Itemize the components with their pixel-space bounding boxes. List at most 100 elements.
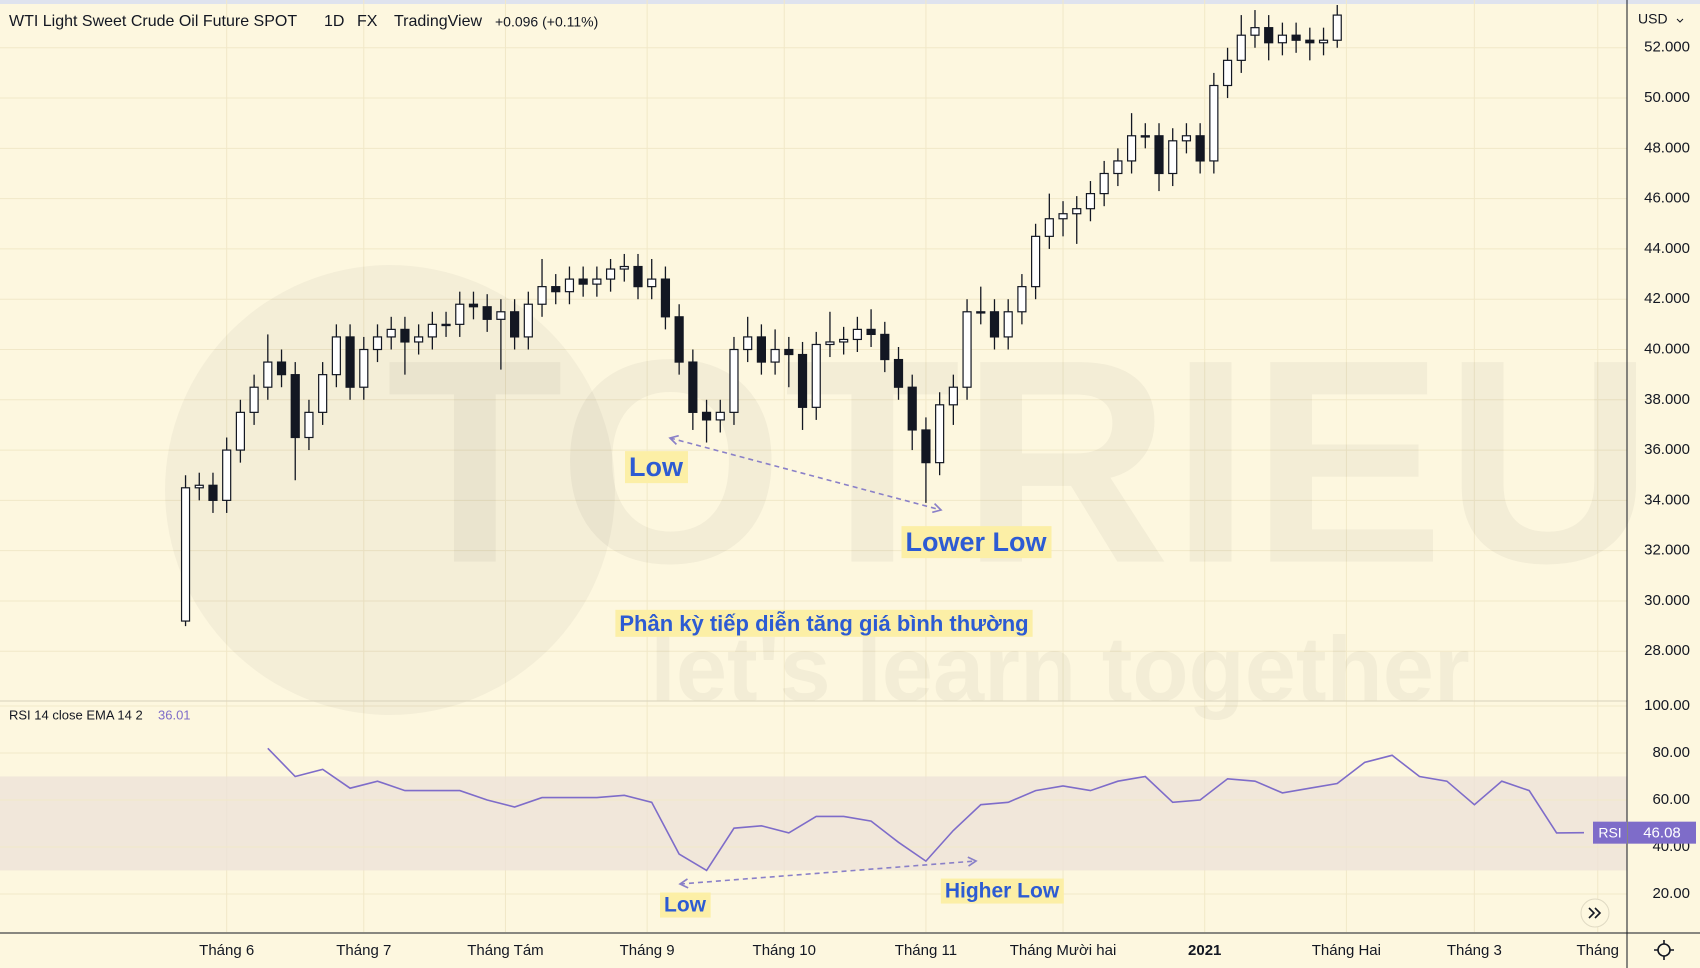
watermark: TOTRIEU let's learn together xyxy=(386,300,1653,721)
y-tick-label: 36.000 xyxy=(1644,441,1690,458)
candle-body xyxy=(688,361,698,413)
scroll-icon[interactable] xyxy=(1588,907,1602,919)
candle-body xyxy=(701,411,712,421)
candle-body xyxy=(948,386,958,406)
candle-body xyxy=(976,311,986,314)
rsi-title: RSI 14 close EMA 14 2 xyxy=(9,707,143,722)
rsi-badge-name: RSI xyxy=(1598,824,1621,840)
candle-body xyxy=(372,336,383,351)
candle-body xyxy=(276,361,287,376)
candle-body xyxy=(1113,160,1123,175)
x-tick-label: Tháng 11 xyxy=(895,942,957,959)
rsi-tick-label: 80.00 xyxy=(1652,744,1690,761)
y-tick-label: 34.000 xyxy=(1644,491,1690,508)
candle-body xyxy=(633,265,643,288)
candle-body xyxy=(647,278,657,288)
candle-body xyxy=(318,374,328,413)
rsi-badge-value: 46.08 xyxy=(1643,825,1681,842)
annotation: Phân kỳ tiếp diễn tăng giá bình thường xyxy=(619,611,1028,636)
settings-button[interactable] xyxy=(1654,940,1674,960)
candle-body xyxy=(592,278,602,285)
candle-body xyxy=(1003,311,1013,338)
candle-body xyxy=(1291,34,1301,41)
candle-body xyxy=(235,411,245,451)
interval: 1D xyxy=(324,13,344,30)
source: TradingView xyxy=(394,13,482,30)
candle-body xyxy=(386,328,396,338)
y-tick-label: 30.000 xyxy=(1644,592,1690,609)
candle-body xyxy=(427,323,437,338)
candle-body xyxy=(1332,14,1342,41)
candle-body xyxy=(935,404,945,464)
candle-body xyxy=(797,353,808,408)
annotation: Low xyxy=(664,894,707,917)
candle-body xyxy=(962,311,972,388)
candle-body xyxy=(1017,286,1027,313)
x-tick-label: Tháng Hai xyxy=(1312,942,1381,959)
candle-body xyxy=(1209,84,1219,162)
rsi-tick-label: 60.00 xyxy=(1652,791,1690,808)
candle-body xyxy=(441,323,451,327)
y-tick-label: 52.000 xyxy=(1644,39,1690,56)
scroll-button[interactable] xyxy=(1580,898,1610,928)
candle-body xyxy=(1195,135,1205,162)
settings-icon-teeth[interactable] xyxy=(1654,940,1674,960)
watermark-title: TOTRIEU xyxy=(386,300,1653,624)
candle-body xyxy=(1277,34,1288,44)
candle-body xyxy=(180,487,191,622)
candle-body xyxy=(839,338,849,343)
candle-body xyxy=(1168,140,1178,175)
candle-body xyxy=(1181,135,1192,142)
candle-body xyxy=(208,484,218,501)
annotation-highlight xyxy=(615,609,1033,637)
candle-body xyxy=(1154,135,1164,175)
candle-body xyxy=(564,278,575,293)
candle-body xyxy=(605,268,616,280)
candle-body xyxy=(1236,34,1246,61)
candle-body xyxy=(523,303,533,338)
candle-body xyxy=(345,336,355,388)
candle-body xyxy=(331,336,341,376)
rsi-divergence-arrow xyxy=(678,856,978,889)
candle-body xyxy=(194,484,204,489)
candle-body xyxy=(578,278,588,285)
x-tick-label: Tháng 6 xyxy=(199,942,254,959)
candle-body xyxy=(1072,208,1082,215)
candle-body xyxy=(1222,59,1233,87)
y-tick-label: 46.000 xyxy=(1644,190,1690,207)
annotation: Low xyxy=(629,452,684,482)
currency[interactable]: USD xyxy=(1638,11,1668,27)
exchange: FX xyxy=(357,13,378,30)
candle-body xyxy=(825,341,835,346)
rsi-badge-value-bg xyxy=(1628,821,1696,844)
candle-body xyxy=(551,286,561,293)
candle-body xyxy=(880,333,890,361)
x-tick-label: Tháng xyxy=(1576,942,1619,959)
candle-body xyxy=(770,348,780,363)
annotation: Lower Low xyxy=(906,527,1048,557)
candle-body xyxy=(222,449,232,501)
candle-body xyxy=(537,286,547,305)
x-tick-label: Tháng Tám xyxy=(467,942,543,959)
y-tick-label: 42.000 xyxy=(1644,290,1690,307)
rsi-tick-label: 100.00 xyxy=(1644,697,1690,714)
y-tick-label: 50.000 xyxy=(1644,89,1690,106)
candle-body xyxy=(1140,135,1150,138)
currency-dropdown[interactable] xyxy=(1676,18,1684,23)
candle-body xyxy=(510,311,520,338)
candle-body xyxy=(290,374,300,439)
x-tick-label: Tháng 7 xyxy=(336,942,391,959)
x-tick-label: 2021 xyxy=(1188,942,1221,959)
price-change: +0.096 (+0.11%) xyxy=(495,14,598,30)
annotation: Higher Low xyxy=(945,880,1060,903)
candle-body xyxy=(619,265,629,270)
candle-body xyxy=(866,328,876,336)
candle-body xyxy=(921,429,931,464)
candle-body xyxy=(811,343,821,408)
candle-body xyxy=(1058,213,1068,220)
annotation-highlight xyxy=(940,878,1064,904)
candle-body xyxy=(893,358,904,388)
annotation-highlight xyxy=(660,892,711,918)
candle-body xyxy=(907,386,917,431)
